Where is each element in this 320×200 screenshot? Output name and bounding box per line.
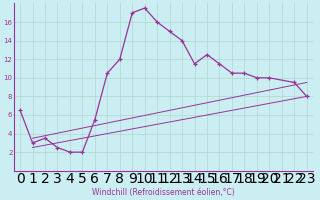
X-axis label: Windchill (Refroidissement éolien,°C): Windchill (Refroidissement éolien,°C) [92,188,235,197]
